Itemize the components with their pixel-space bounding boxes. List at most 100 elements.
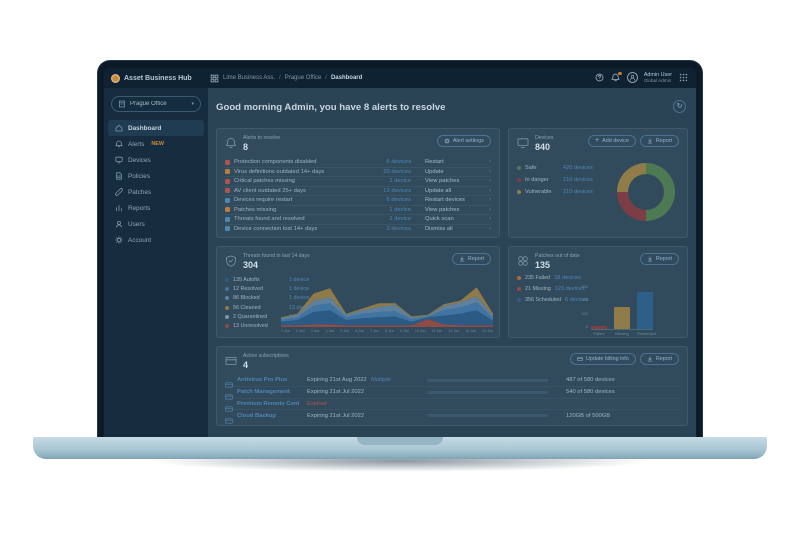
alert-action-link[interactable]: Quick scan	[425, 216, 454, 223]
legend-value-link[interactable]: 13 devices	[289, 304, 315, 311]
subscription-row: Patch Management Expiring 21st Jul 2022 …	[225, 385, 679, 400]
monitor-icon	[115, 156, 123, 164]
subscriptions-card-label: Active subscriptions	[243, 353, 289, 359]
usage-progress-track	[427, 378, 548, 382]
bar-x-axis: Failed Missing Scheduled	[591, 331, 656, 336]
alert-devices-link[interactable]: 3 devices	[386, 225, 412, 232]
alert-row[interactable]: Devices require restart 6 devices Restart …	[225, 195, 491, 205]
y-axis-tick: 0	[585, 323, 588, 329]
breadcrumb-office[interactable]: Prague Office	[284, 75, 322, 81]
subscription-name-link[interactable]: Cloud Backup	[237, 412, 276, 419]
update-billing-button[interactable]: Update billing info	[569, 353, 636, 365]
bar-x-label: Scheduled	[637, 331, 656, 336]
threats-x-axis: 1 Jun 2 Jun 3 Jun 4 Jun 5 Jun 6 Jun 7 Jun 8 Jun…	[281, 329, 493, 333]
alert-action-link[interactable]: View patches	[425, 178, 460, 185]
alert-row[interactable]: Protection components disabled 6 devices R…	[225, 158, 491, 167]
sidebar-item-reports[interactable]: Reports	[108, 200, 204, 216]
bar-y-axis: 300 200 100 0	[575, 285, 591, 329]
legend-dot	[517, 190, 521, 194]
legend-dot	[517, 166, 521, 170]
threats-report-button[interactable]: Report	[451, 253, 491, 265]
alert-action-link[interactable]: Restart devices	[425, 197, 465, 204]
sidebar-item-policies[interactable]: Policies	[108, 168, 204, 184]
gear-icon	[443, 138, 450, 144]
chevron-right-icon: ›	[489, 206, 491, 213]
sidebar-item-devices[interactable]: Devices	[108, 152, 204, 168]
download-icon	[647, 356, 652, 362]
chevron-right-icon: ›	[489, 159, 491, 166]
legend-value-link[interactable]: 210 devices	[563, 177, 593, 183]
devices-report-button[interactable]: Report	[639, 135, 679, 147]
avatar[interactable]	[626, 72, 638, 84]
alert-row[interactable]: Virus definitions outdated 14+ days 20 de…	[225, 166, 491, 177]
breadcrumb-current: Dashboard	[330, 75, 363, 81]
app-header: Asset Business Hub Lime Business Ass. / …	[104, 68, 696, 88]
help-icon[interactable]	[595, 73, 605, 83]
legend-value-link[interactable]: 1 device	[289, 277, 310, 283]
refresh-icon: ↻	[676, 103, 683, 110]
alert-action-link[interactable]: Update	[425, 168, 444, 175]
alert-devices-link[interactable]: 6 devices	[386, 197, 412, 204]
patches-count: 135	[535, 259, 551, 270]
credit-card-icon	[225, 412, 233, 424]
legend-value-link[interactable]: 420 devices	[563, 165, 593, 171]
subscription-name-link[interactable]: Premium Remote Control	[237, 400, 299, 407]
alert-action-link[interactable]: Dismiss all	[425, 225, 453, 232]
apps-grid-icon[interactable]	[678, 73, 688, 83]
area-series-cleaned	[281, 287, 493, 319]
user-menu[interactable]: Admin User Global Admin	[644, 72, 672, 83]
add-device-button[interactable]: + Add device	[588, 135, 636, 147]
threats-card-label: Threats found in last 14 days	[243, 253, 310, 259]
subscription-usage: 487 of 580 devices	[566, 377, 615, 384]
alert-settings-button[interactable]: Alert settings	[436, 135, 491, 147]
subscriptions-report-button[interactable]: Report	[639, 353, 679, 365]
download-icon	[647, 256, 652, 262]
sidebar-item-alerts[interactable]: Alerts NEW	[108, 136, 204, 152]
subscription-name-link[interactable]: Antivirus Pro Plus	[237, 377, 288, 384]
refresh-button[interactable]: ↻	[673, 100, 686, 113]
credit-card-icon	[225, 376, 233, 388]
bars	[591, 285, 653, 330]
legend-dot	[225, 323, 229, 328]
alert-row[interactable]: Patches missing 1 device View patches ›	[225, 204, 491, 215]
alert-action-link[interactable]: Restart	[425, 159, 444, 166]
legend-value-link[interactable]: 123 devices	[554, 286, 585, 292]
sidebar-item-patches[interactable]: Patches	[108, 184, 204, 200]
legend-value-link[interactable]: 6 devices	[564, 297, 589, 303]
alert-devices-link[interactable]: 1 device	[389, 206, 411, 213]
legend-value-link[interactable]: 18 devices	[554, 275, 581, 281]
alert-action-link[interactable]: View patches	[425, 206, 460, 213]
devices-monitor-icon	[517, 136, 530, 149]
app-logo-icon	[111, 73, 120, 83]
legend-value-link[interactable]: 210 devices	[563, 189, 593, 195]
alert-row[interactable]: AV client outdated 25+ days 13 devices Upd…	[225, 185, 491, 196]
sidebar-item-dashboard[interactable]: Dashboard	[108, 120, 204, 136]
x-axis-label: 7 Jun	[370, 329, 380, 333]
main-content: Good morning Admin, you have 8 alerts to…	[208, 88, 696, 437]
office-selector[interactable]: Prague Office ▾	[111, 96, 201, 112]
legend-value-link[interactable]: 1 device	[289, 286, 310, 293]
sidebar-item-users[interactable]: Users	[108, 216, 204, 232]
alert-devices-link[interactable]: 1 device	[389, 178, 411, 185]
subscriptions-card: Active subscriptions 4 Update billing in…	[216, 346, 688, 426]
alert-row[interactable]: Threats found and resolved 1 device Quick …	[225, 214, 491, 224]
bar-scheduled	[637, 292, 653, 329]
alert-devices-link[interactable]: 6 devices	[386, 159, 412, 166]
alert-devices-link[interactable]: 13 devices	[383, 187, 411, 194]
alert-devices-link[interactable]: 1 device	[389, 216, 411, 223]
alert-row[interactable]: Device connection lost 14+ days 3 devices…	[225, 223, 491, 234]
alert-severity-icon	[225, 207, 230, 213]
legend-value-link[interactable]: 1 device	[289, 295, 310, 302]
multiple-link[interactable]: Multiple	[371, 377, 391, 384]
sidebar-item-account[interactable]: Account	[108, 232, 204, 248]
subscription-expiry: Expiring 21st Jul 2022	[307, 389, 365, 396]
patches-report-button[interactable]: Report	[639, 253, 679, 265]
alert-row[interactable]: Critical patches missing 1 device View pat…	[225, 176, 491, 186]
subscription-name-link[interactable]: Patch Management	[237, 389, 290, 396]
legend-item: In danger 210 devices	[517, 177, 593, 183]
alert-devices-link[interactable]: 20 devices	[383, 168, 411, 175]
breadcrumb-company[interactable]: Lime Business Ass.	[223, 75, 276, 81]
alert-action-link[interactable]: Update all	[425, 187, 452, 194]
notifications-bell-icon[interactable]	[611, 71, 622, 83]
plus-icon: +	[595, 137, 600, 144]
